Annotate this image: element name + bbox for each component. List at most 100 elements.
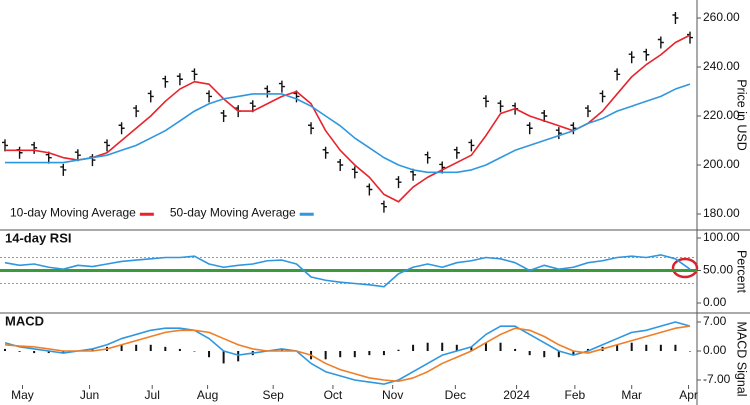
histogram-bar bbox=[412, 344, 415, 351]
price-bar bbox=[672, 12, 679, 24]
price-bar bbox=[133, 105, 140, 118]
x-tick-label: Feb bbox=[565, 388, 586, 402]
histogram-bar bbox=[528, 351, 531, 356]
x-tick-label: Apr bbox=[679, 388, 698, 402]
price-bar bbox=[264, 85, 271, 98]
histogram-bar bbox=[222, 351, 225, 364]
price-bar bbox=[584, 105, 591, 118]
histogram-bar bbox=[674, 344, 677, 351]
histogram-bar bbox=[91, 348, 94, 351]
y-tick-label: 240.00 bbox=[703, 59, 740, 73]
histogram-bar bbox=[441, 342, 444, 351]
price-bar bbox=[45, 151, 52, 164]
price-bar bbox=[380, 200, 387, 213]
price-bar bbox=[366, 183, 373, 196]
histogram-bar bbox=[135, 344, 138, 351]
y-axis-title: Price in USD bbox=[735, 79, 749, 151]
histogram-bar bbox=[368, 351, 371, 356]
histogram-bar bbox=[689, 351, 691, 352]
histogram-bar bbox=[659, 344, 662, 351]
histogram-bar bbox=[630, 342, 633, 351]
histogram-bar bbox=[470, 346, 473, 351]
price-bar bbox=[439, 161, 446, 174]
histogram-bar bbox=[397, 349, 400, 351]
price-bar bbox=[395, 176, 402, 189]
histogram-bar bbox=[237, 351, 240, 362]
price-bar bbox=[526, 122, 533, 135]
price-bar bbox=[482, 95, 489, 108]
histogram-bar bbox=[353, 351, 356, 358]
histogram-bar bbox=[499, 342, 502, 351]
price-bar bbox=[220, 110, 227, 122]
legend-label: 10-day Moving Average bbox=[10, 205, 136, 219]
price-bar bbox=[424, 151, 431, 164]
price-bar bbox=[206, 90, 213, 103]
x-tick-label: Jun bbox=[80, 388, 99, 402]
x-tick-label: May bbox=[11, 388, 34, 402]
histogram-bar bbox=[645, 344, 648, 351]
y-tick-label: 50.00 bbox=[703, 263, 733, 277]
histogram-bar bbox=[543, 351, 546, 358]
x-tick-label: Oct bbox=[324, 388, 343, 402]
price-bar bbox=[31, 141, 38, 154]
price-bar bbox=[74, 149, 81, 162]
price-bar bbox=[308, 122, 315, 135]
histogram-bar bbox=[178, 348, 181, 351]
panel-title: MACD bbox=[5, 313, 44, 328]
y-axis-title: Percent bbox=[735, 250, 749, 294]
panel-title: 14-day RSI bbox=[5, 230, 71, 245]
histogram-bar bbox=[455, 344, 458, 351]
x-tick-label: Jul bbox=[145, 388, 160, 402]
price-bar bbox=[60, 163, 67, 176]
series-line bbox=[4, 321, 691, 385]
y-tick-label: 0.00 bbox=[703, 295, 727, 309]
price-bar bbox=[410, 168, 417, 181]
histogram-bar bbox=[18, 351, 21, 352]
y-tick-label: 180.00 bbox=[703, 206, 740, 220]
highlight-circle bbox=[671, 257, 699, 279]
price-bar bbox=[468, 139, 475, 152]
histogram-bar bbox=[149, 344, 152, 351]
price-bar bbox=[104, 139, 111, 152]
price-bar bbox=[497, 100, 504, 113]
y-tick-label: 200.00 bbox=[703, 157, 740, 171]
price-bar bbox=[541, 110, 548, 122]
price-bar bbox=[643, 48, 650, 61]
histogram-bar bbox=[616, 344, 619, 351]
histogram-bar bbox=[4, 348, 6, 351]
histogram-bar bbox=[339, 351, 342, 358]
y-tick-label: 100.00 bbox=[703, 230, 740, 244]
histogram-bar bbox=[484, 342, 487, 351]
x-tick-label: Dec bbox=[445, 388, 466, 402]
price-bar bbox=[351, 166, 358, 179]
price-bar bbox=[628, 51, 635, 64]
series-line bbox=[4, 325, 691, 383]
price-bar bbox=[555, 127, 562, 140]
histogram-bar bbox=[33, 351, 36, 354]
y-tick-label: -7.00 bbox=[703, 372, 731, 386]
histogram-bar bbox=[514, 348, 517, 351]
y-tick-label: 220.00 bbox=[703, 108, 740, 122]
y-axis-title: MACD Signal bbox=[735, 321, 749, 396]
y-tick-label: 260.00 bbox=[703, 10, 740, 24]
x-tick-label: Sep bbox=[262, 388, 284, 402]
histogram-bar bbox=[120, 344, 123, 351]
histogram-bar bbox=[324, 351, 327, 360]
price-bar bbox=[2, 139, 8, 152]
price-bar bbox=[191, 68, 198, 81]
legend-label: 50-day Moving Average bbox=[170, 205, 296, 219]
histogram-bar bbox=[426, 342, 429, 351]
y-tick-label: 0.00 bbox=[703, 343, 727, 357]
series-line bbox=[5, 83, 691, 174]
histogram-bar bbox=[47, 351, 50, 354]
series-line bbox=[4, 254, 691, 288]
histogram-bar bbox=[557, 351, 560, 358]
histogram-bar bbox=[164, 346, 167, 351]
price-bar bbox=[249, 100, 256, 113]
price-bar bbox=[614, 68, 621, 81]
histogram-bar bbox=[193, 351, 196, 352]
x-tick-label: Nov bbox=[382, 388, 403, 402]
price-bar bbox=[453, 146, 460, 159]
